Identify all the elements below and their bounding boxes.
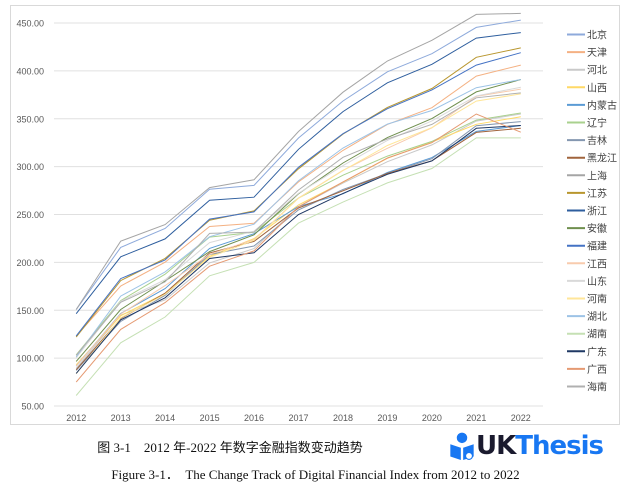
legend-label: 湖南: [587, 328, 607, 341]
x-tick-label: 2013: [111, 413, 131, 423]
series-line-福建: [75, 52, 521, 337]
legend-label: 江西: [587, 258, 607, 270]
x-tick-label: 2020: [422, 413, 442, 423]
series-line-山西: [75, 116, 521, 366]
legend-label: 山西: [587, 82, 607, 94]
y-tick-label: 300.00: [16, 162, 44, 172]
series-line-广东: [75, 125, 521, 374]
x-tick-label: 2017: [288, 413, 308, 423]
series-line-湖北: [75, 79, 521, 358]
legend-label: 广东: [587, 345, 607, 358]
series-line-山东: [75, 86, 521, 359]
y-tick-label: 250.00: [16, 210, 44, 220]
series-line-湖南: [75, 137, 521, 396]
legend-label: 安徽: [587, 222, 607, 235]
series-line-天津: [75, 64, 521, 337]
ukthesis-watermark-logo: UKThesis: [448, 431, 604, 461]
series-line-海南: [75, 92, 521, 356]
y-tick-label: 100.00: [16, 354, 44, 364]
legend-label: 江苏: [587, 187, 607, 200]
figure-caption-english: Figure 3-1． The Change Track of Digital …: [111, 467, 520, 482]
legend-label: 黑龙江: [587, 152, 617, 165]
x-tick-label: 2015: [200, 413, 220, 423]
series-line-吉林: [75, 121, 521, 371]
x-tick-label: 2021: [466, 413, 486, 423]
logo-text-thesis: Thesis: [515, 431, 604, 461]
legend-label: 内蒙古: [587, 99, 617, 112]
book-reader-icon: [450, 432, 474, 460]
legend-label: 海南: [587, 381, 607, 394]
series-line-北京: [75, 19, 521, 310]
x-tick-label: 2018: [333, 413, 353, 423]
y-tick-label: 50.00: [21, 402, 44, 412]
legend-label: 广西: [587, 364, 607, 376]
chart-frame: [10, 5, 620, 425]
legend-label: 福建: [587, 240, 607, 253]
x-tick-label: 2022: [511, 413, 531, 423]
y-tick-label: 350.00: [16, 114, 44, 124]
y-tick-label: 150.00: [16, 306, 44, 316]
series-line-浙江: [75, 32, 521, 315]
x-tick-label: 2016: [244, 413, 264, 423]
figure-caption-chinese: 图 3-1 2012 年-2022 年数字金融指数变动趋势: [97, 440, 363, 455]
legend-label: 湖北: [587, 311, 607, 323]
y-tick-label: 400.00: [16, 66, 44, 76]
series-line-安徽: [75, 79, 521, 362]
series-line-上海: [75, 12, 521, 310]
legend-label: 浙江: [587, 206, 607, 218]
x-tick-label: 2012: [66, 413, 86, 423]
legend-label: 辽宁: [587, 117, 607, 130]
logo-text-uk: UK: [476, 431, 516, 461]
series-line-黑龙江: [75, 127, 521, 371]
legend-label: 河南: [587, 293, 607, 306]
y-tick-label: 450.00: [16, 19, 44, 29]
x-tick-label: 2019: [377, 413, 397, 423]
legend-label: 天津: [587, 47, 607, 59]
line-chart: 50.00 100.00 150.00 200.00 250.00 300.00 350.0…: [16, 12, 617, 423]
legend-label: 吉林: [587, 134, 607, 147]
legend-label: 北京: [587, 29, 607, 42]
series-line-河南: [75, 93, 521, 375]
y-tick-label: 200.00: [16, 258, 44, 268]
legend-label: 山东: [587, 275, 607, 288]
series-line-广西: [75, 113, 521, 383]
x-tick-label: 2014: [155, 413, 175, 423]
legend-label: 河北: [587, 65, 607, 77]
legend-label: 上海: [587, 169, 607, 182]
